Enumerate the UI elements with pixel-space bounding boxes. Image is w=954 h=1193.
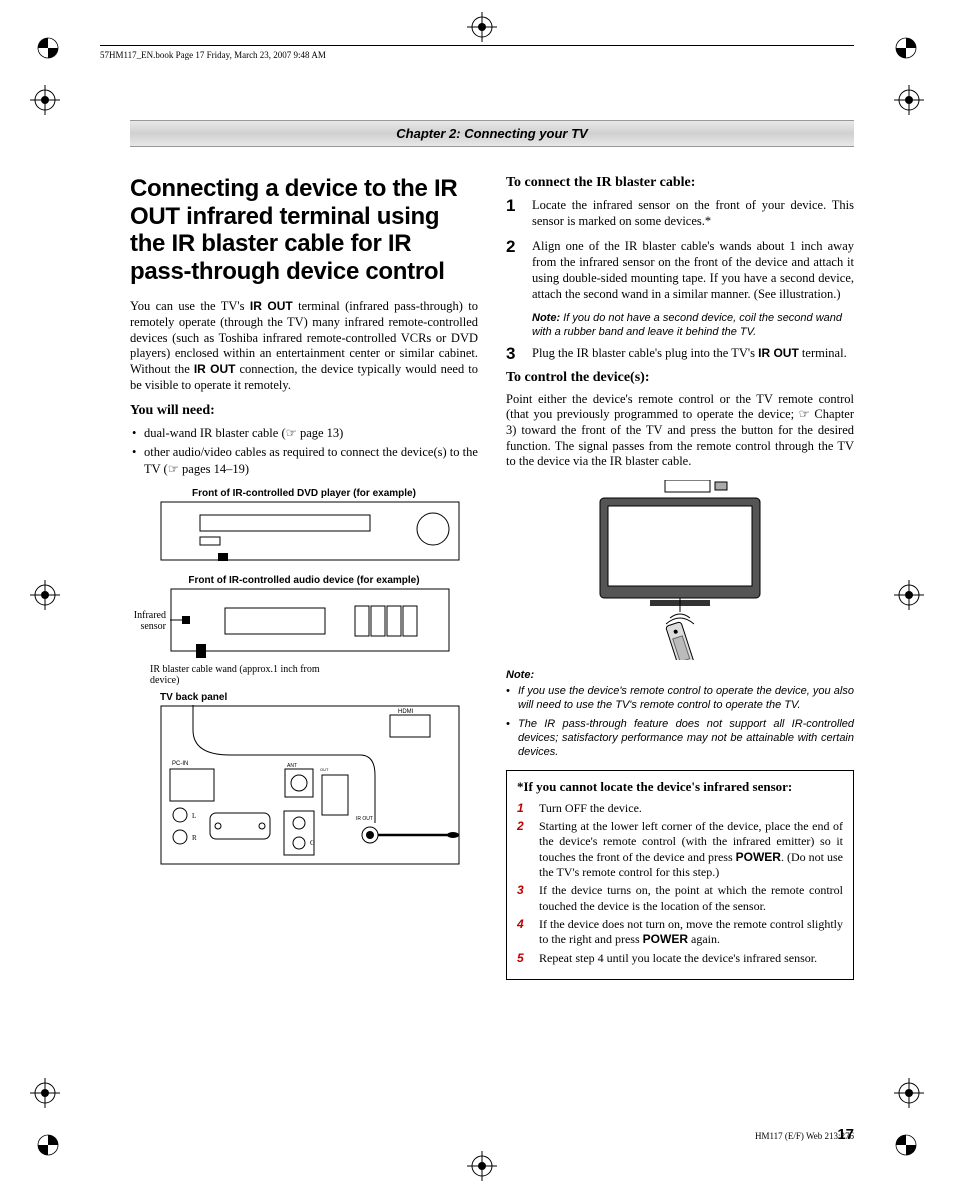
list-item: other audio/video cables as required to … [130,444,478,478]
wand-label: IR blaster cable wand (approx.1 inch fro… [150,664,330,686]
locate-step: Starting at the lower left corner of the… [517,819,843,880]
list-item: dual-wand IR blaster cable (☞ page 13) [130,425,478,442]
crop-mark-icon [35,1132,61,1158]
running-header: 57HM117_EN.book Page 17 Friday, March 23… [100,45,854,60]
note-heading: Note: [506,668,854,682]
locate-step: Turn OFF the device. [517,801,843,816]
right-column: To connect the IR blaster cable: Locate … [506,175,854,980]
svg-text:IR OUT: IR OUT [356,816,373,822]
registration-mark-icon [894,85,924,115]
control-heading: To control the device(s): [506,370,854,386]
locate-step: Repeat step 4 until you locate the devic… [517,951,843,966]
locate-step: If the device turns on, the point at whi… [517,883,843,914]
control-body: Point either the device's remote control… [506,392,854,470]
locate-step: If the device does not turn on, move the… [517,917,843,948]
section-title: Connecting a device to the IR OUT infrar… [130,175,478,285]
chapter-title: Chapter 2: Connecting your TV [396,126,587,141]
dvd-player-diagram [160,501,460,561]
running-header-text: 57HM117_EN.book Page 17 Friday, March 23… [100,50,326,60]
registration-mark-icon [30,1078,60,1108]
tv-back-panel-diagram: HDMI PC-IN L R ANT [160,705,460,865]
ir-out-term: IR OUT [250,299,293,313]
svg-text:OUT: OUT [320,767,329,772]
audio-caption: Front of IR-controlled audio device (for… [130,575,478,586]
need-heading: You will need: [130,403,478,419]
svg-text:HDMI: HDMI [398,709,414,715]
step-note: Note: If you do not have a second device… [532,311,854,340]
registration-mark-icon [894,1078,924,1108]
connect-steps: Locate the infrared sensor on the front … [506,197,854,303]
svg-text:ANT: ANT [287,763,297,769]
tv-remote-diagram [506,480,854,660]
registration-mark-icon [467,12,497,42]
registration-mark-icon [30,580,60,610]
crop-mark-icon [893,1132,919,1158]
crop-mark-icon [893,35,919,61]
step-item: Align one of the IR blaster cable's wand… [506,238,854,303]
left-column: Connecting a device to the IR OUT infrar… [130,175,478,980]
registration-mark-icon [467,1151,497,1181]
svg-text:G: G [310,839,315,847]
connect-steps-cont: Plug the IR blaster cable's plug into th… [506,345,854,362]
chapter-bar: Chapter 2: Connecting your TV [130,120,854,147]
svg-text:R: R [192,834,197,842]
registration-mark-icon [894,580,924,610]
step-item: Locate the infrared sensor on the front … [506,197,854,230]
note-item: The IR pass-through feature does not sup… [506,717,854,760]
need-list: dual-wand IR blaster cable (☞ page 13) o… [130,425,478,478]
tv-panel-caption: TV back panel [130,692,478,703]
connect-heading: To connect the IR blaster cable: [506,175,854,191]
step-item: Plug the IR blaster cable's plug into th… [506,345,854,362]
svg-text:PC-IN: PC-IN [172,761,188,767]
note-block: Note: If you use the device's remote con… [506,668,854,760]
locate-steps: Turn OFF the device. Starting at the low… [517,801,843,967]
page-content: Chapter 2: Connecting your TV Connecting… [130,120,854,1103]
footer-code: HM117 (E/F) Web 213:276 [755,1131,854,1141]
infrared-sensor-label: Infrared sensor [130,588,170,632]
locate-sensor-box: *If you cannot locate the device's infra… [506,770,854,981]
audio-device-diagram [170,588,450,658]
locate-heading: *If you cannot locate the device's infra… [517,779,843,795]
svg-text:L: L [192,812,196,820]
intro-paragraph: You can use the TV's IR OUT terminal (in… [130,299,478,393]
crop-mark-icon [35,35,61,61]
dvd-caption: Front of IR-controlled DVD player (for e… [130,488,478,499]
note-item: If you use the device's remote control t… [506,684,854,713]
registration-mark-icon [30,85,60,115]
ir-out-term: IR OUT [194,362,236,376]
